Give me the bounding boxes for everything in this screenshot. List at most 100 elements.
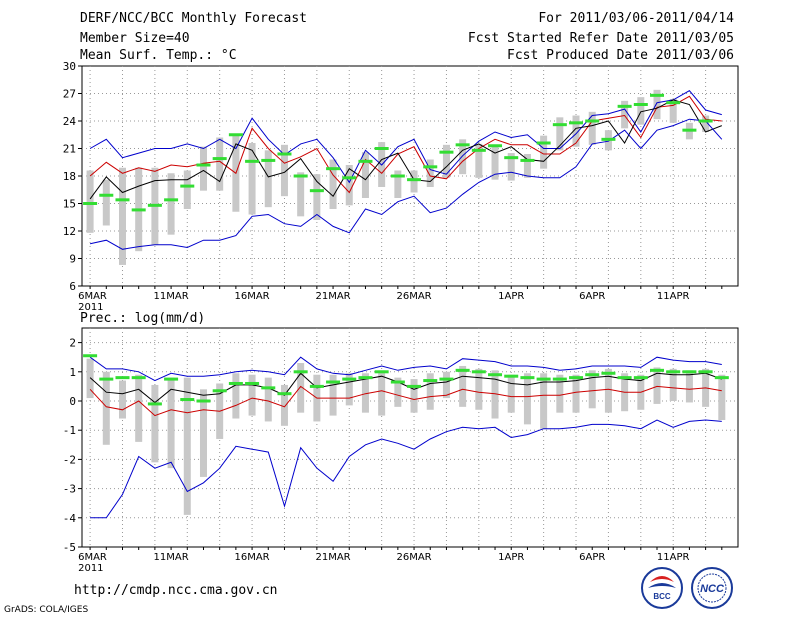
spread-bar	[199, 146, 207, 191]
green-marker	[552, 123, 567, 127]
spread-bar	[426, 373, 434, 410]
grads-credit: GrADS: COLA/IGES	[4, 605, 89, 615]
green-marker	[585, 373, 600, 377]
x-tick-label: 1APR	[498, 291, 524, 302]
spread-bar	[588, 111, 596, 145]
green-marker	[147, 203, 162, 207]
green-marker	[390, 174, 405, 178]
spread-bar	[669, 368, 677, 401]
green-marker	[520, 158, 535, 162]
x-tick-label: 26MAR	[396, 552, 431, 563]
spread-bar	[540, 135, 548, 169]
spread-bar	[491, 146, 499, 180]
green-marker	[309, 384, 324, 388]
spread-bar	[653, 89, 661, 120]
green-marker	[83, 354, 98, 358]
spread-bar	[475, 368, 483, 410]
series-line-ensemble-mean	[89, 99, 722, 200]
y-tick-label: 18	[63, 170, 76, 183]
spread-bar	[475, 143, 483, 178]
source-url[interactable]: http://cmdp.ncc.cma.gov.cn	[74, 583, 278, 598]
x-tick-label: 1APR	[498, 552, 524, 563]
x-tick-label: 21MAR	[315, 552, 350, 563]
green-marker	[374, 370, 389, 374]
green-marker	[650, 93, 665, 97]
green-marker	[423, 379, 438, 383]
green-marker	[293, 174, 308, 178]
y-tick-label: 0	[69, 395, 76, 408]
x-tick-label: 11APR	[657, 552, 690, 563]
green-marker	[569, 376, 584, 380]
spread-bar	[442, 144, 450, 178]
green-marker	[455, 368, 470, 372]
green-marker	[439, 377, 454, 381]
y-tick-label: 15	[63, 198, 76, 211]
spread-bar	[86, 170, 94, 233]
green-marker	[682, 128, 697, 132]
green-marker	[390, 380, 405, 384]
variable-label: Mean Surf. Temp.: °C	[80, 48, 237, 63]
green-marker	[277, 392, 292, 396]
series-line-ensemble-mean	[89, 372, 722, 404]
green-marker	[455, 143, 470, 147]
green-marker	[471, 148, 486, 152]
green-marker	[326, 167, 341, 171]
green-marker	[228, 381, 243, 385]
green-marker	[115, 376, 130, 380]
green-marker	[326, 380, 341, 384]
chart-title: DERF/NCC/BCC Monthly Forecast	[80, 11, 307, 26]
spread-bar	[280, 144, 288, 197]
green-marker	[83, 202, 98, 205]
green-marker	[342, 176, 357, 180]
spread-bar	[216, 137, 224, 191]
green-marker	[536, 377, 551, 381]
green-marker	[698, 119, 713, 123]
spread-bar	[297, 172, 305, 217]
spread-bar	[556, 117, 564, 151]
bcc-logo-text: BCC	[653, 592, 671, 601]
y-tick-label: 30	[63, 60, 76, 73]
spread-bar	[86, 358, 94, 399]
green-marker	[569, 121, 584, 125]
produced-date: Fcst Produced Date 2011/03/06	[507, 48, 734, 63]
spread-bar	[410, 379, 418, 413]
green-marker	[617, 376, 632, 380]
x-tick-year-label: 2011	[78, 302, 103, 313]
spread-bar	[459, 139, 467, 175]
spread-bar	[329, 374, 337, 416]
spread-bar	[345, 165, 353, 206]
green-marker	[358, 376, 373, 380]
y-tick-label: 21	[63, 143, 76, 156]
spread-bar	[151, 384, 159, 463]
series-line-red-line	[89, 95, 722, 194]
spread-bar	[572, 374, 580, 413]
spread-bar	[556, 374, 564, 413]
green-marker	[115, 198, 130, 202]
x-tick-label: 6APR	[579, 552, 605, 563]
green-marker	[617, 104, 632, 108]
spread-bar	[410, 170, 418, 193]
spread-bar	[297, 363, 305, 413]
spread-bar	[361, 373, 369, 413]
x-tick-label: 11MAR	[154, 552, 189, 563]
y-tick-label: -3	[63, 483, 76, 496]
spread-bar	[345, 373, 353, 406]
y-tick-label: -5	[63, 541, 76, 554]
green-marker	[342, 377, 357, 381]
spread-bar	[248, 374, 256, 416]
y-tick-label: 1	[69, 366, 76, 379]
spread-bar	[280, 384, 288, 426]
green-marker	[601, 137, 616, 141]
spread-bar	[637, 97, 645, 125]
series-line-upper-bound	[89, 356, 722, 382]
spread-bar	[718, 374, 726, 420]
y-tick-label: 9	[69, 253, 76, 266]
series-line-lower-bound	[90, 419, 722, 519]
green-marker	[164, 377, 179, 381]
spread-bar	[167, 173, 175, 235]
y-tick-label: 2	[69, 337, 76, 350]
y-tick-label: 6	[69, 280, 76, 293]
green-marker	[99, 377, 114, 381]
spread-bar	[604, 368, 612, 413]
green-marker	[99, 193, 114, 197]
